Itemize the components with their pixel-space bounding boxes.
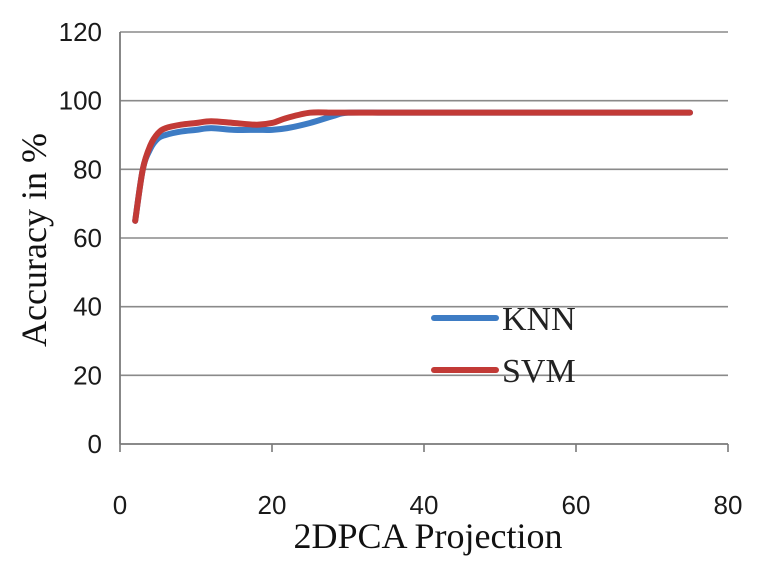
- x-tick-label: 20: [258, 490, 287, 520]
- gridlines: [120, 31, 728, 377]
- y-tick-label: 40: [73, 292, 102, 322]
- x-tick-label: 60: [562, 490, 591, 520]
- y-tick-label: 120: [59, 17, 102, 47]
- y-axis-label: Accuracy in %: [14, 133, 54, 347]
- legend: KNN SVM: [431, 301, 576, 390]
- y-tick-labels: 0 20 40 60 80 100 120: [59, 17, 102, 459]
- y-tick-label: 60: [73, 223, 102, 253]
- x-tick-label: 80: [714, 490, 743, 520]
- x-tick-label: 40: [410, 490, 439, 520]
- x-tick-label: 0: [113, 490, 127, 520]
- legend-label-knn: KNN: [502, 301, 576, 338]
- series-line-knn: [132, 109, 693, 224]
- y-tick-label: 80: [73, 154, 102, 184]
- legend-label-svm: SVM: [502, 353, 576, 390]
- y-tick-label: 0: [88, 429, 102, 459]
- x-tick-labels: 0 20 40 60 80: [113, 490, 743, 520]
- y-tick-label: 20: [73, 360, 102, 390]
- x-axis-label: 2DPCA Projection: [293, 516, 562, 556]
- series-line-svm: [132, 109, 693, 224]
- y-tick-label: 100: [59, 86, 102, 116]
- series-lines: [132, 109, 693, 224]
- axes: [119, 32, 729, 452]
